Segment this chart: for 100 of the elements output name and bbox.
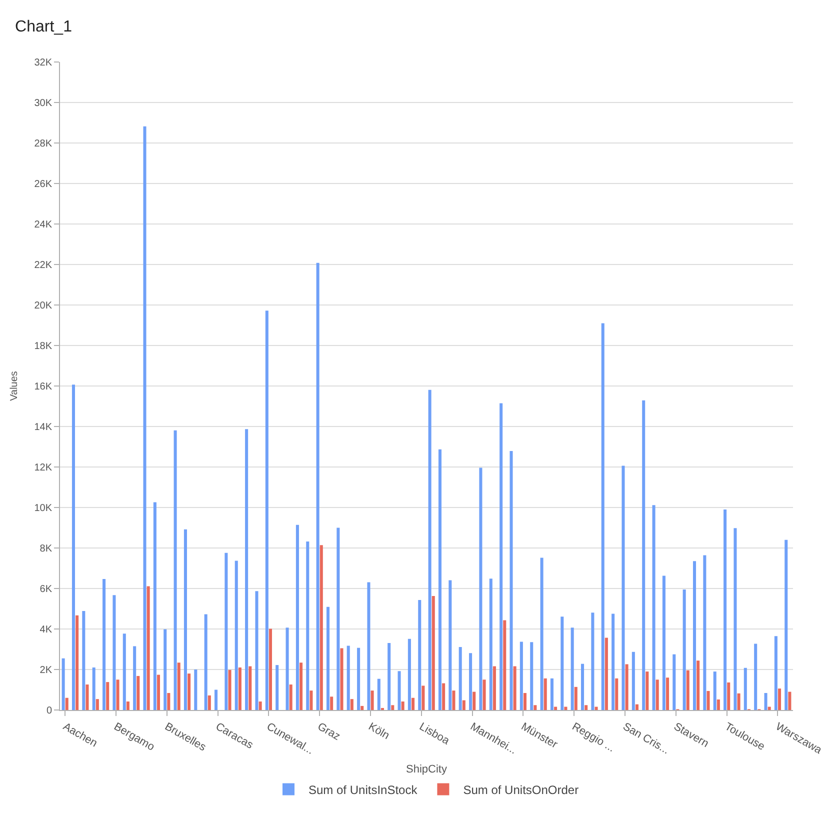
bar bbox=[398, 671, 401, 710]
bar bbox=[500, 403, 503, 710]
bar bbox=[320, 545, 323, 710]
bar bbox=[615, 678, 618, 710]
bar bbox=[306, 542, 310, 710]
bar bbox=[330, 696, 334, 710]
bar bbox=[204, 614, 208, 710]
bar bbox=[492, 666, 496, 710]
bar bbox=[540, 558, 544, 710]
bar bbox=[245, 429, 248, 710]
bar bbox=[625, 664, 628, 710]
bar bbox=[692, 561, 696, 710]
bar bbox=[346, 646, 350, 710]
bar bbox=[208, 695, 211, 710]
bar bbox=[635, 704, 638, 710]
bar bbox=[584, 705, 588, 710]
bar bbox=[612, 614, 615, 710]
legend-label: Sum of UnitsOnOrder bbox=[463, 782, 579, 797]
bar bbox=[458, 647, 462, 710]
bar bbox=[268, 628, 272, 710]
y-axis-title: Values bbox=[9, 371, 20, 401]
y-tick-label: 20K bbox=[34, 300, 52, 312]
y-tick-label: 8K bbox=[40, 544, 52, 554]
bar bbox=[82, 610, 86, 710]
y-tick-label: 14K bbox=[34, 422, 52, 433]
bar bbox=[265, 310, 268, 710]
bar bbox=[336, 528, 340, 710]
bar bbox=[167, 692, 170, 710]
bar bbox=[76, 615, 79, 710]
bar bbox=[713, 672, 716, 710]
y-tick-label: 6K bbox=[40, 584, 52, 595]
bar bbox=[92, 667, 96, 710]
bar bbox=[737, 693, 740, 710]
bar bbox=[560, 616, 564, 710]
bar bbox=[432, 596, 435, 710]
bar bbox=[448, 580, 452, 710]
bar bbox=[62, 658, 65, 710]
y-tick-label: 32K bbox=[34, 58, 52, 68]
bar bbox=[656, 680, 659, 710]
bar bbox=[662, 576, 666, 710]
bar bbox=[727, 682, 730, 710]
bar bbox=[734, 528, 737, 710]
bar bbox=[214, 690, 218, 710]
y-tick-label: 22K bbox=[34, 260, 52, 271]
bar bbox=[326, 606, 330, 710]
bar bbox=[489, 578, 492, 710]
bar bbox=[550, 678, 554, 710]
bar bbox=[388, 642, 391, 710]
bar bbox=[422, 686, 425, 710]
bar bbox=[544, 678, 547, 710]
bar bbox=[682, 590, 686, 710]
bar bbox=[96, 699, 99, 710]
bar bbox=[224, 552, 228, 710]
bar bbox=[716, 699, 720, 710]
bar bbox=[469, 653, 472, 710]
bar bbox=[666, 678, 670, 710]
y-tick-label: 24K bbox=[34, 220, 52, 230]
bar bbox=[696, 660, 700, 710]
bar bbox=[238, 667, 242, 710]
bar bbox=[116, 680, 120, 710]
bar bbox=[188, 674, 191, 710]
bar bbox=[652, 505, 656, 710]
y-tick-label: 16K bbox=[34, 382, 52, 392]
bar bbox=[255, 591, 258, 710]
y-tick-label: 4K bbox=[40, 624, 52, 636]
bar bbox=[581, 664, 584, 710]
x-tick-label: Graz bbox=[315, 720, 342, 743]
chart-title: Chart_1 bbox=[15, 18, 72, 36]
bar bbox=[754, 644, 758, 710]
bar bbox=[248, 666, 252, 710]
bar bbox=[594, 706, 598, 710]
bar bbox=[520, 642, 523, 710]
bar bbox=[703, 555, 706, 710]
y-tick-label: 2K bbox=[40, 665, 52, 676]
bar bbox=[591, 612, 594, 710]
bar bbox=[377, 678, 380, 710]
bar bbox=[744, 668, 747, 710]
bar bbox=[177, 662, 180, 710]
bar bbox=[146, 586, 150, 710]
bar bbox=[136, 676, 140, 710]
bar bbox=[143, 126, 146, 710]
bar bbox=[258, 702, 262, 710]
y-tick-label: 0 bbox=[46, 706, 52, 716]
bar bbox=[479, 468, 482, 710]
bar bbox=[778, 688, 782, 710]
bar bbox=[642, 400, 646, 710]
bar bbox=[228, 670, 232, 710]
bar bbox=[788, 692, 792, 710]
bar bbox=[706, 690, 710, 710]
bar bbox=[622, 466, 625, 710]
bar bbox=[310, 690, 313, 710]
y-tick-label: 28K bbox=[34, 138, 52, 150]
bar bbox=[764, 692, 768, 710]
bar bbox=[774, 636, 778, 710]
bar bbox=[513, 666, 516, 710]
bar bbox=[286, 628, 289, 710]
bar bbox=[126, 702, 130, 710]
bar bbox=[472, 692, 476, 710]
bar bbox=[646, 672, 649, 710]
bar bbox=[357, 648, 360, 710]
